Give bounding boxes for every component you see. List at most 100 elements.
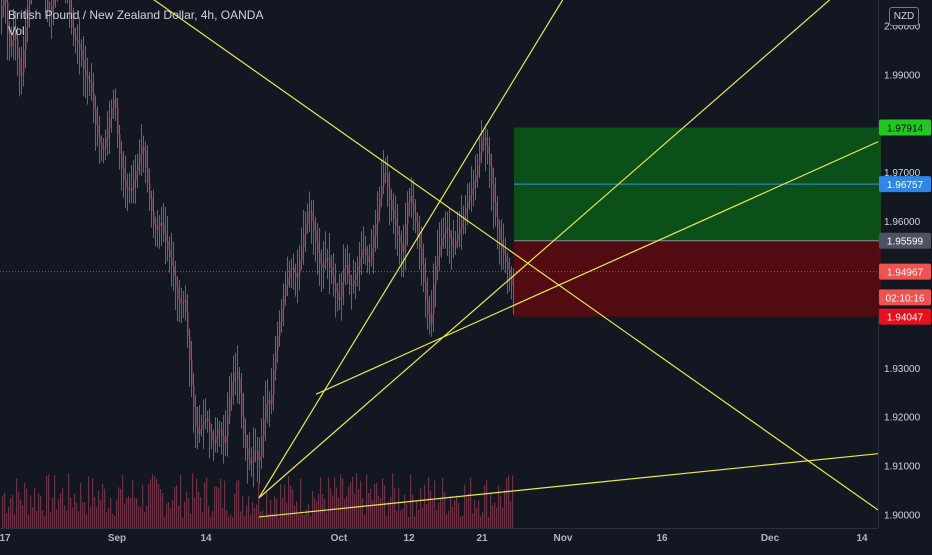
volume-bar (64, 505, 66, 528)
trend-line (258, 0, 564, 499)
volume-bar (438, 502, 440, 528)
volume-bar (336, 487, 338, 528)
volume-bar (260, 511, 262, 528)
volume-bar (440, 499, 442, 528)
candle-body (5, 0, 7, 3)
volume-bar (446, 514, 448, 528)
volume-bar (418, 509, 420, 528)
candle-body (139, 155, 141, 164)
candle-body (407, 202, 409, 224)
volume-bar (442, 477, 444, 528)
candle-body (105, 137, 107, 148)
volume-bar (236, 480, 238, 528)
volume-bar (464, 484, 466, 528)
candle-body (245, 433, 247, 449)
volume-bar (52, 498, 54, 528)
candle-body (273, 370, 275, 395)
candle-body (289, 269, 291, 278)
candle-body (477, 165, 479, 176)
candle-body (489, 153, 491, 167)
candle-body (389, 186, 391, 200)
volume-bar (210, 516, 212, 528)
x-tick-label: 16 (656, 533, 668, 544)
candle-body (287, 277, 289, 286)
volume-bar (502, 507, 504, 528)
volume-bar (142, 484, 144, 528)
y-tick-label: 1.96000 (884, 217, 921, 228)
price-axis-label: 1.96757 (887, 180, 924, 191)
candle-body (505, 255, 507, 262)
volume-bar (74, 493, 76, 528)
candle-body (177, 287, 179, 299)
candle-body (237, 371, 239, 379)
candle-body (87, 76, 89, 80)
volume-bar (284, 484, 286, 528)
candle-body (101, 142, 103, 150)
candle-body (345, 265, 347, 268)
volume-bar (2, 495, 4, 528)
volume-bar (426, 504, 428, 528)
candle-body (361, 249, 363, 258)
candle-body (397, 226, 399, 235)
y-tick-label: 1.91000 (884, 462, 921, 473)
volume-bar (8, 507, 10, 528)
volume-bar (496, 507, 498, 528)
candle-body (187, 311, 189, 337)
candle-body (431, 314, 433, 324)
volume-bar (324, 499, 326, 528)
volume-bar (264, 517, 266, 528)
candle-body (155, 224, 157, 230)
candle-body (199, 428, 201, 434)
candle-body (229, 397, 231, 417)
volume-bar (420, 488, 422, 528)
candle-body (373, 236, 375, 248)
candle-body (103, 147, 105, 150)
volume-bar (10, 498, 12, 528)
candle-body (497, 217, 499, 229)
candle-body (321, 264, 323, 268)
volume-bar (280, 483, 282, 528)
volume-bar (470, 477, 472, 528)
volume-bar (202, 512, 204, 528)
y-tick-label: 1.90000 (884, 511, 921, 522)
volume-bar (270, 499, 272, 528)
volume-bar (358, 489, 360, 528)
volume-bar (40, 496, 42, 528)
candle-body (189, 336, 191, 361)
volume-bar (368, 493, 370, 528)
volume-bar (474, 499, 476, 528)
candle-body (413, 203, 415, 213)
volume-indicator-label[interactable]: Vol (8, 24, 25, 38)
volume-bar (234, 493, 236, 528)
volume-bar (24, 482, 26, 528)
volume-bar (320, 477, 322, 528)
volume-bar (436, 509, 438, 528)
candle-body (491, 166, 493, 185)
volume-bar (354, 493, 356, 528)
volume-bar (92, 478, 94, 528)
candle-body (163, 225, 165, 234)
volume-bar (342, 478, 344, 528)
volume-bar (366, 474, 368, 528)
trend-line (315, 141, 878, 395)
currency-badge[interactable]: NZD (889, 7, 919, 26)
candle-body (419, 235, 421, 249)
volume-bar (94, 496, 96, 528)
candle-body (159, 222, 161, 226)
candle-body (401, 243, 403, 252)
volume-bar (492, 505, 494, 528)
candle-body (211, 431, 213, 442)
candle-body (223, 436, 225, 443)
volume-bar (38, 492, 40, 528)
volume-bar (60, 493, 62, 528)
volume-bar (86, 514, 88, 528)
candle-body (117, 107, 119, 135)
symbol-title[interactable]: British Pound / New Zealand Dollar, 4h, … (8, 8, 264, 22)
volume-bar (34, 487, 36, 528)
price-axis-label: 1.94967 (887, 268, 924, 279)
candle-body (355, 273, 357, 280)
candle-body (479, 152, 481, 166)
volume-bar (194, 497, 196, 528)
